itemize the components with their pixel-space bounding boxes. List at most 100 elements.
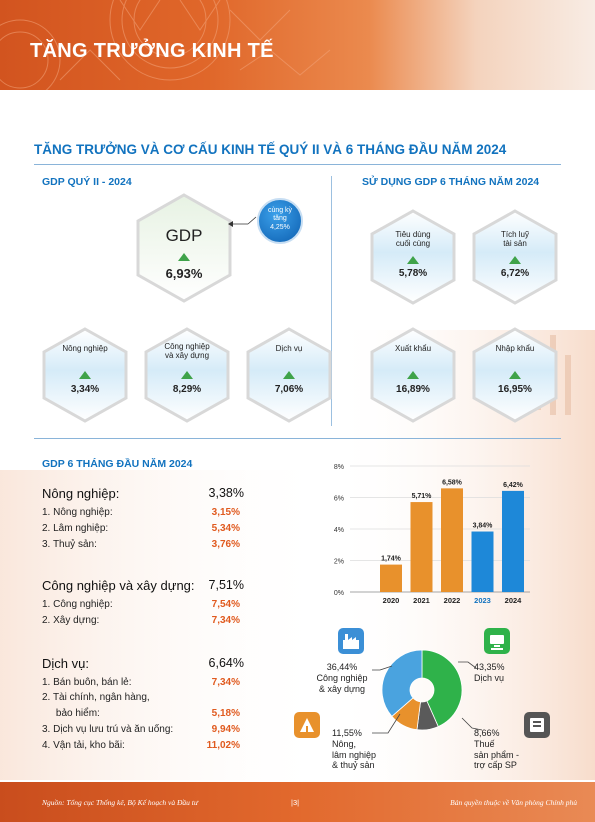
bar-2021	[410, 502, 433, 592]
group-nong-nghiep-value: 3,38%	[208, 486, 244, 500]
x-tick-label: 2020	[383, 596, 400, 605]
hex-tich-luy-value: 6,72%	[500, 268, 530, 279]
bar-2023	[471, 531, 494, 592]
pie-label-thue: 8,66% Thuế sản phẩm - trợ cấp SP	[474, 728, 536, 771]
vertical-divider	[331, 176, 332, 426]
bar-value-label: 6,42%	[503, 482, 524, 489]
pie-label-nn-line3: & thuỷ sản	[332, 760, 375, 771]
agriculture-icon	[294, 712, 320, 738]
hex-dich-vu-value: 7,06%	[274, 384, 304, 395]
footer-source: Nguồn: Tổng cục Thống kê, Bộ Kế hoạch và…	[42, 798, 198, 807]
x-tick-label: 2022	[444, 596, 461, 605]
row-cong-nghiep-value: 7,54%	[211, 599, 240, 610]
same-period-line2: tăng	[273, 215, 287, 223]
page-footer: Nguồn: Tổng cục Thống kê, Bộ Kế hoạch và…	[0, 782, 595, 822]
y-tick-label: 2%	[334, 559, 344, 566]
pie-label-thue-line1: Thuế	[474, 738, 495, 749]
x-tick-label: 2023	[474, 596, 491, 605]
gdp-label: GDP	[165, 226, 203, 245]
row-thuy-san-value: 3,76%	[211, 539, 240, 550]
y-tick-label: 4%	[334, 527, 344, 534]
hex-nong-nghiep-value: 3,34%	[70, 384, 100, 395]
hex-tich-luy-label: Tích luỹ tài sản	[500, 230, 529, 249]
footer-page: |3|	[291, 798, 300, 807]
pie-label-nn-value: 11,55%	[332, 728, 362, 738]
page-title: TĂNG TRƯỞNG KINH TẾ	[30, 40, 274, 62]
gdp-structure-pie	[381, 649, 463, 731]
hex-nhap-khau-label: Nhập khẩu	[495, 344, 535, 353]
tax-icon	[524, 712, 550, 738]
pie-label-cn-line1: Công nghiệp	[316, 672, 368, 683]
pie-label-dv-line1: Dịch vụ	[474, 672, 505, 683]
row-luu-tru: 3. Dịch vụ lưu trú và ăn uống:	[42, 724, 174, 735]
row-van-tai-value: 11,02%	[206, 740, 240, 751]
group-nong-nghiep: Nông nghiệp:	[42, 486, 120, 501]
row-van-tai: 4. Vận tải, kho bãi:	[42, 740, 125, 751]
gdp-6m-heading: GDP 6 THÁNG ĐẦU NĂM 2024	[42, 458, 193, 470]
row-thuy-san: 3. Thuỷ sản:	[42, 539, 97, 550]
gdp-q2-heading: GDP QUÝ II - 2024	[42, 176, 132, 188]
bar-value-label: 1,74%	[381, 556, 402, 563]
section-rule	[34, 438, 561, 439]
pie-slice	[381, 649, 423, 717]
row-luu-tru-value: 9,94%	[211, 724, 240, 735]
pie-label-nn-line1: Nông,	[332, 738, 357, 749]
bar-value-label: 6,58%	[442, 479, 463, 486]
gdp-hexagon	[136, 193, 232, 303]
row-xay-dung: 2. Xây dựng:	[42, 615, 100, 626]
group-cong-nghiep-value: 7,51%	[208, 578, 244, 592]
title-rule	[34, 164, 561, 165]
pie-label-dv-value: 43,35%	[474, 662, 505, 672]
gdp-value: 6,93%	[165, 266, 203, 281]
row-ban-buon: 1. Bán buôn, bán lẻ:	[42, 677, 132, 688]
row-bao-hiem-value: 5,18%	[211, 708, 240, 719]
pie-label-thue-value: 8,66%	[474, 728, 500, 738]
pie-label-cn: 36,44% Công nghiệp & xây dựng	[304, 662, 380, 694]
hex-dich-vu-label: Dịch vụ	[275, 344, 303, 353]
x-tick-label: 2024	[505, 596, 523, 605]
tieu-dung-up-arrow	[407, 256, 419, 264]
hex-tieu-dung-value: 5,78%	[398, 268, 428, 279]
bar-value-label: 5,71%	[412, 493, 433, 500]
pie-label-cn-line2: & xây dựng	[318, 683, 366, 694]
group-cong-nghiep: Công nghiệp và xây dựng:	[42, 578, 195, 593]
row-lam-nghiep: 2. Lâm nghiệp:	[42, 523, 109, 534]
row-nong-nghiep: 1. Nông nghiệp:	[42, 507, 113, 518]
same-period-value: 4,25%	[270, 223, 290, 231]
same-period-badge: cùng kỳ tăng 4,25%	[257, 198, 303, 244]
x-tick-label: 2021	[413, 596, 430, 605]
hex-tieu-dung-label: Tiêu dùng cuối cùng	[395, 230, 431, 249]
row-bao-hiem: bảo hiểm:	[42, 708, 100, 719]
page-header: TĂNG TRƯỞNG KINH TẾ	[0, 0, 595, 90]
y-tick-label: 8%	[334, 464, 344, 471]
row-xay-dung-value: 7,34%	[211, 615, 240, 626]
pie-label-thue-line2: sản phẩm -	[474, 749, 520, 760]
gdp-up-arrow	[178, 253, 190, 261]
factory-icon	[338, 628, 364, 654]
group-dich-vu: Dịch vụ:	[42, 656, 89, 671]
pie-label-dv: 43,35% Dịch vụ	[474, 662, 530, 684]
row-cong-nghiep: 1. Công nghiệp:	[42, 599, 113, 610]
drum-pattern-decoration	[0, 0, 331, 90]
pie-label-nn-line2: lâm nghiệp	[332, 749, 377, 760]
pie-slice	[421, 649, 463, 728]
hex-xuat-khau-value: 16,89%	[396, 384, 430, 395]
bar-value-label: 3,84%	[473, 523, 494, 530]
pie-label-cn-value: 36,44%	[326, 662, 358, 672]
y-tick-label: 6%	[334, 496, 344, 503]
row-nong-nghiep-value: 3,15%	[211, 507, 240, 518]
row-tai-chinh: 2. Tài chính, ngân hàng,	[42, 692, 150, 703]
hex-cong-nghiep-value: 8,29%	[172, 384, 202, 395]
pie-leader-lines	[372, 661, 483, 734]
hex-nhap-khau-value: 16,95%	[498, 384, 532, 395]
pie-label-thue-line3: trợ cấp SP	[474, 760, 517, 771]
hex-xuat-khau-label: Xuất khẩu	[394, 344, 432, 353]
pie-label-nn: 11,55% Nông, lâm nghiệp & thuỷ sản	[332, 728, 390, 771]
hex-nong-nghiep-label: Nông nghiệp	[62, 344, 108, 353]
tich-luy-up-arrow	[509, 256, 521, 264]
connector-arrow	[228, 216, 257, 227]
nong-nghiep-up-arrow	[79, 371, 91, 379]
bar-2022	[441, 488, 463, 592]
main-title: TĂNG TRƯỞNG VÀ CƠ CẤU KINH TẾ QUÝ II VÀ …	[34, 142, 507, 157]
usage-heading: SỬ DỤNG GDP 6 THÁNG NĂM 2024	[362, 176, 540, 188]
